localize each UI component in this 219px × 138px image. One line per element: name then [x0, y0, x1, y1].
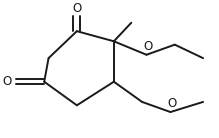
Text: O: O — [143, 40, 152, 53]
Text: O: O — [3, 75, 12, 88]
Text: O: O — [72, 2, 81, 15]
Text: O: O — [167, 97, 176, 110]
